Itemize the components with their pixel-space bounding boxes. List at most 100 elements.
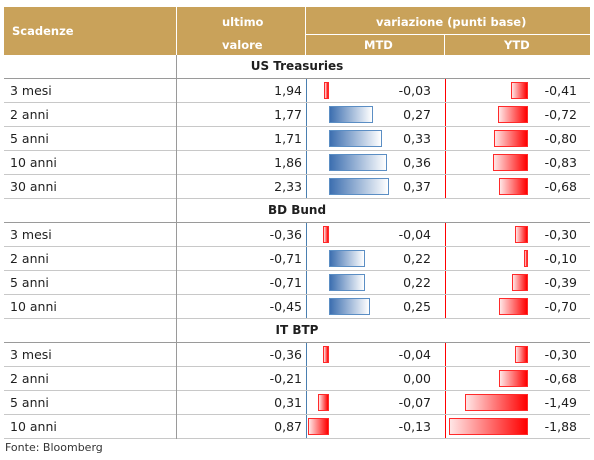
table-row: 10 anni 0,87 -0,13 -1,88 (4, 415, 590, 439)
table-row: 3 mesi -0,36 -0,04 -0,30 (4, 223, 590, 247)
mtd-value: 0,33 (403, 131, 431, 146)
ytd-value: -0,68 (544, 179, 577, 194)
ytd-value: -0,83 (544, 155, 577, 170)
ytd-bar (449, 418, 528, 435)
maturity-label: 2 anni (10, 107, 49, 122)
ytd-cell: -0,80 (445, 127, 591, 150)
mtd-cell: -0,13 (306, 415, 445, 438)
last-value: -0,21 (269, 371, 302, 386)
ytd-value: -1,88 (544, 419, 577, 434)
table-row: 2 anni -0,71 0,22 -0,10 (4, 247, 590, 271)
mtd-value: 0,22 (403, 275, 431, 290)
ytd-value: -0,30 (544, 347, 577, 362)
last-value: 1,71 (274, 131, 302, 146)
mtd-cell: 0,37 (306, 175, 445, 198)
last-value: -0,71 (269, 275, 302, 290)
ytd-bar (493, 154, 528, 171)
mtd-cell: -0,03 (306, 79, 445, 102)
maturity-label: 2 anni (10, 251, 49, 266)
maturity-label: 10 anni (10, 419, 57, 434)
column-divider (176, 55, 177, 439)
section-title: IT BTP (4, 319, 590, 343)
maturity-label: 5 anni (10, 275, 49, 290)
last-value: 0,31 (274, 395, 302, 410)
maturity-label: 3 mesi (10, 83, 52, 98)
mtd-bar (329, 154, 388, 171)
maturity-label: 10 anni (10, 155, 57, 170)
ytd-bar (499, 370, 528, 387)
table-row: 5 anni 1,71 0,33 -0,80 (4, 127, 590, 151)
maturity-label: 30 anni (10, 179, 57, 194)
table-row: 2 anni 1,77 0,27 -0,72 (4, 103, 590, 127)
ytd-bar (510, 82, 528, 99)
mtd-bar (329, 130, 383, 147)
table-row: 2 anni -0,21 0,00 -0,68 (4, 367, 590, 391)
ytd-bar (511, 274, 528, 291)
ytd-cell: -0,30 (445, 343, 591, 366)
ytd-value: -0,70 (544, 299, 577, 314)
maturity-label: 5 anni (10, 395, 49, 410)
ytd-value: -0,30 (544, 227, 577, 242)
ytd-value: -0,39 (544, 275, 577, 290)
table-row: 3 mesi 1,94 -0,03 -0,41 (4, 79, 590, 103)
last-value: 2,33 (274, 179, 302, 194)
table-row: 10 anni -0,45 0,25 -0,70 (4, 295, 590, 319)
mtd-bar (307, 418, 329, 435)
last-value: 1,94 (274, 83, 302, 98)
ytd-value: -0,68 (544, 371, 577, 386)
ytd-cell: -0,70 (445, 295, 591, 318)
mtd-cell: 0,22 (306, 247, 445, 270)
mtd-value: 0,36 (403, 155, 431, 170)
ytd-value: -0,80 (544, 131, 577, 146)
mtd-cell: -0,07 (306, 391, 445, 414)
mtd-bar (322, 226, 329, 243)
ytd-bar (494, 130, 528, 147)
mtd-cell: 0,33 (306, 127, 445, 150)
ytd-cell: -0,68 (445, 367, 591, 390)
ytd-bar (499, 178, 528, 195)
mtd-value: -0,03 (398, 83, 431, 98)
mtd-cell: -0,04 (306, 223, 445, 246)
mtd-bar (329, 274, 365, 291)
maturity-label: 10 anni (10, 299, 57, 314)
header-ultimo-line2: valore (222, 38, 263, 52)
ytd-value: -0,41 (544, 83, 577, 98)
section-title: US Treasuries (4, 55, 590, 79)
ytd-cell: -0,39 (445, 271, 591, 294)
mtd-cell: 0,00 (306, 367, 445, 390)
ytd-cell: -1,49 (445, 391, 591, 414)
mtd-value: -0,04 (398, 347, 431, 362)
last-value: 1,77 (274, 107, 302, 122)
header-ytd: YTD (504, 38, 530, 52)
ytd-bar (497, 106, 528, 123)
maturity-label: 2 anni (10, 371, 49, 386)
header-scadenze: Scadenze (12, 24, 74, 38)
mtd-value: -0,13 (398, 419, 431, 434)
last-value: 0,87 (274, 419, 302, 434)
last-value: -0,36 (269, 227, 302, 242)
mtd-cell: 0,25 (306, 295, 445, 318)
ytd-cell: -0,72 (445, 103, 591, 126)
source-note: Fonte: Bloomberg (5, 441, 103, 454)
mtd-value: 0,00 (403, 371, 431, 386)
ytd-bar (515, 346, 528, 363)
ytd-bar (465, 394, 528, 411)
ytd-cell: -0,41 (445, 79, 591, 102)
ytd-value: -0,10 (544, 251, 577, 266)
ytd-cell: -0,10 (445, 247, 591, 270)
ytd-value: -1,49 (544, 395, 577, 410)
ytd-bar (523, 250, 528, 267)
header-divider (444, 35, 445, 55)
mtd-value: 0,27 (403, 107, 431, 122)
ytd-cell: -0,83 (445, 151, 591, 174)
header-divider (176, 7, 177, 55)
header-divider (306, 34, 590, 35)
mtd-value: 0,25 (403, 299, 431, 314)
mtd-value: 0,22 (403, 251, 431, 266)
mtd-cell: 0,36 (306, 151, 445, 174)
mtd-value: 0,37 (403, 179, 431, 194)
table-header: Scadenze ultimo valore variazione (punti… (4, 7, 590, 55)
last-value: -0,36 (269, 347, 302, 362)
mtd-bar (329, 298, 370, 315)
table-row: 5 anni 0,31 -0,07 -1,49 (4, 391, 590, 415)
